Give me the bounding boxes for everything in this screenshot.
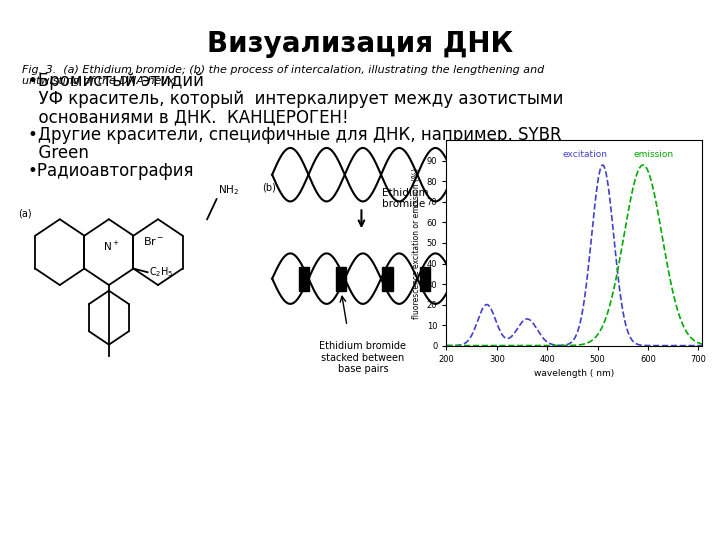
Text: Ethidium bromide
stacked between
base pairs: Ethidium bromide stacked between base pa… bbox=[320, 341, 406, 374]
Bar bbox=[336, 267, 346, 291]
Text: Br$^-$: Br$^-$ bbox=[143, 235, 164, 247]
Text: Визуализация ДНК: Визуализация ДНК bbox=[207, 30, 513, 58]
Text: C$_2$H$_5$: C$_2$H$_5$ bbox=[149, 265, 174, 279]
Bar bbox=[382, 267, 392, 291]
Text: •Радиоавтография: •Радиоавтография bbox=[28, 162, 194, 180]
Text: •Бромистый этидий: •Бромистый этидий bbox=[28, 72, 204, 90]
Text: УФ краситель, который  интеркалирует между азотистыми: УФ краситель, который интеркалирует межд… bbox=[28, 90, 563, 108]
Text: (a): (a) bbox=[18, 208, 32, 218]
Text: excitation: excitation bbox=[562, 150, 608, 159]
Text: NH$_2$: NH$_2$ bbox=[218, 184, 239, 197]
Text: основаниями в ДНК.  КАНЦЕРОГЕН!: основаниями в ДНК. КАНЦЕРОГЕН! bbox=[28, 108, 348, 126]
Text: emission: emission bbox=[633, 150, 673, 159]
Text: •Другие красители, специфичные для ДНК, например, SYBR: •Другие красители, специфичные для ДНК, … bbox=[28, 126, 562, 144]
Y-axis label: fluorescence excitation or emission (%): fluorescence excitation or emission (%) bbox=[412, 167, 421, 319]
Text: N$^+$: N$^+$ bbox=[103, 240, 120, 253]
Text: Fig. 3.  (a) Ethidium bromide; (b) the process of intercalation, illustrating th: Fig. 3. (a) Ethidium bromide; (b) the pr… bbox=[22, 65, 544, 86]
X-axis label: wavelength ( nm): wavelength ( nm) bbox=[534, 369, 614, 378]
Text: (b): (b) bbox=[262, 183, 276, 193]
Text: Ethidium
bromide: Ethidium bromide bbox=[382, 187, 428, 209]
Bar bbox=[299, 267, 309, 291]
Text: Green: Green bbox=[28, 144, 89, 162]
Bar bbox=[420, 267, 430, 291]
